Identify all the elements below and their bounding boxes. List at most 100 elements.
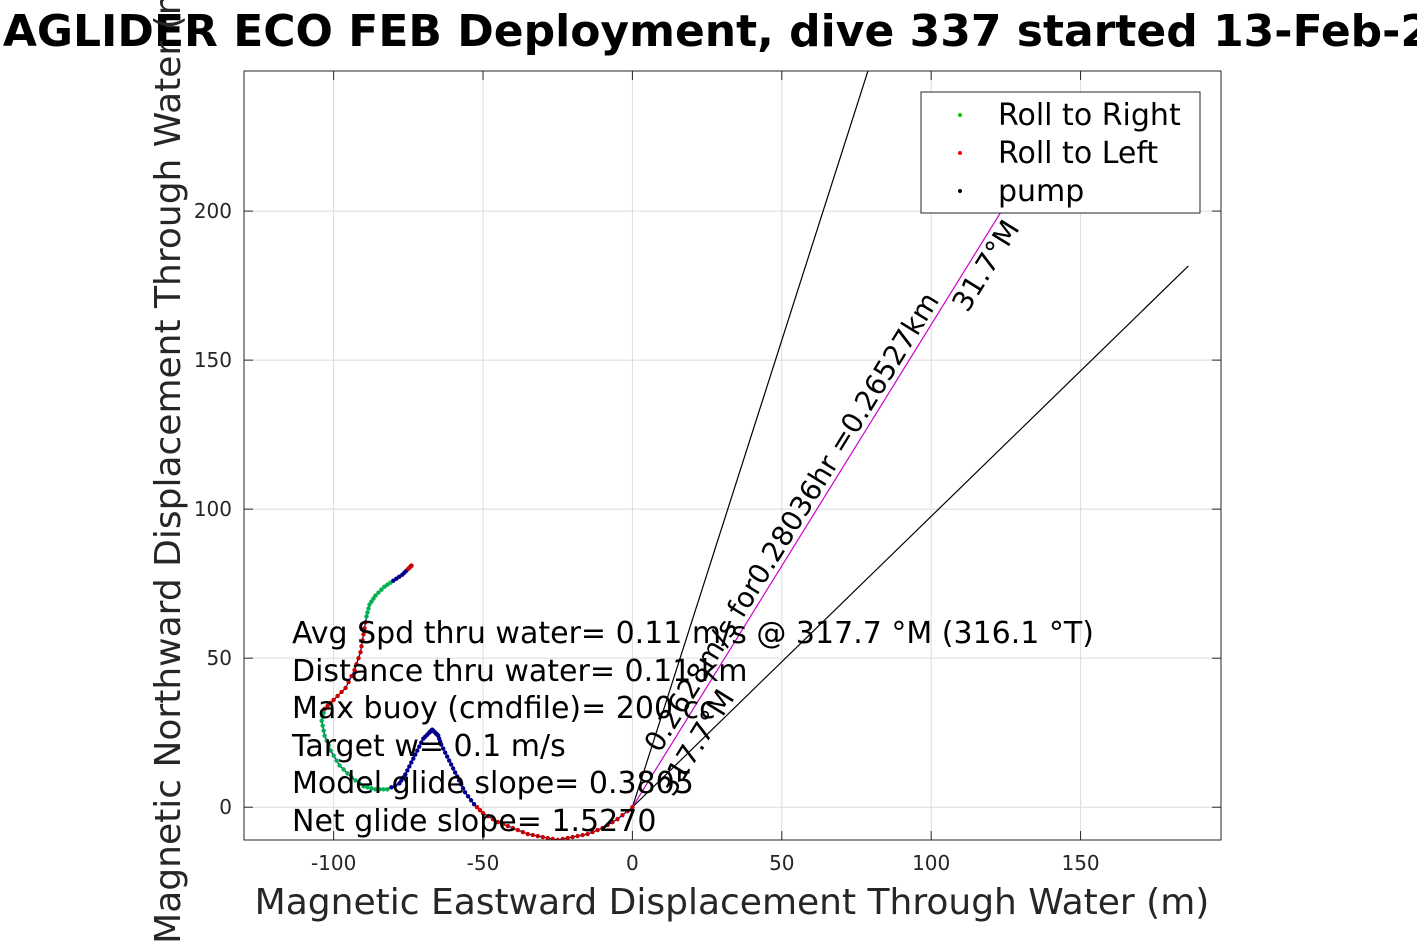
track-point-left-19 — [535, 833, 540, 839]
x-tick-label-2: 0 — [626, 851, 639, 875]
legend-marker-pump — [958, 189, 962, 193]
legend-label-roll-right: Roll to Right — [998, 98, 1181, 133]
legend-marker-roll-left — [958, 151, 962, 155]
track-point-left-31 — [477, 807, 483, 813]
heading-line-group — [631, 134, 1050, 808]
track-point-right-87 — [349, 775, 354, 780]
track-point-pump-42 — [450, 766, 456, 771]
track-point-pump-40 — [454, 774, 460, 779]
x-tick-labels: -100 -50 0 50 100 150 — [311, 851, 1100, 875]
track-point-left-18 — [540, 834, 545, 840]
track-point-left-17 — [545, 835, 550, 840]
track-point-left-111 — [352, 667, 357, 673]
track-point-right-97 — [321, 728, 326, 733]
track-point-pump-36 — [462, 790, 468, 795]
track-point-right-99 — [319, 718, 324, 723]
stat-line-3: Max buoy (cmdfile)= 200 cc — [292, 691, 716, 726]
cone-lines — [631, 71, 1189, 808]
x-tick-label-5: 150 — [1061, 851, 1099, 875]
track-point-left-107 — [339, 689, 344, 695]
track-group — [321, 565, 633, 840]
track-point-right-95 — [324, 738, 329, 743]
y-tick-labels: 0 50 100 150 200 — [194, 199, 232, 819]
track-point-left-24 — [510, 825, 516, 831]
track-point-right-128 — [379, 587, 384, 592]
track-point-pump-45 — [444, 754, 450, 759]
track-point-pump-43 — [448, 762, 454, 767]
track-point-left-7 — [595, 827, 600, 833]
y-tick-label-1: 50 — [207, 646, 232, 670]
track-point-left-29 — [485, 813, 491, 819]
track-point-right-91 — [334, 758, 339, 763]
y-tick-label-2: 100 — [194, 497, 232, 521]
cone-line-0 — [631, 71, 869, 808]
track-point-right-100 — [320, 714, 325, 720]
track-point-left-119 — [363, 620, 368, 625]
track-point-pump-34 — [468, 798, 474, 803]
track-point-left-21 — [525, 831, 531, 837]
track-line — [321, 565, 633, 840]
track-point-left-5 — [605, 822, 610, 828]
track-point-right-122 — [366, 606, 371, 611]
track-point-left-8 — [590, 829, 595, 835]
track-point-pump-38 — [458, 782, 464, 787]
track-point-right-83 — [365, 785, 370, 790]
track-point-pump-33 — [471, 802, 477, 807]
track-point-pump-69 — [409, 760, 414, 765]
track-point-right-101 — [321, 710, 326, 716]
track-point-left-0 — [630, 805, 635, 810]
track-point-left-12 — [570, 834, 575, 840]
track-point-right-80 — [377, 787, 382, 792]
track-point-right-120 — [364, 614, 369, 619]
track-point-left-112 — [354, 661, 359, 667]
track-point-left-105 — [331, 697, 336, 703]
track-point-pump-39 — [456, 778, 462, 783]
stat-line-1: Avg Spd thru water= 0.11 m/s @ 317.7 °M … — [292, 616, 1094, 651]
y-tick-label-0: 0 — [219, 795, 232, 819]
track-point-left-108 — [343, 685, 348, 691]
track-point-pump-35 — [465, 794, 471, 799]
track-point-pump-77 — [389, 785, 394, 790]
track-point-right-85 — [357, 781, 362, 786]
track-point-pump-46 — [442, 750, 448, 755]
track-point-left-30 — [480, 810, 486, 816]
track-point-pump-37 — [460, 786, 466, 791]
track-point-right-81 — [373, 787, 378, 792]
legend-label-pump: pump — [998, 174, 1084, 209]
track-point-pump-71 — [405, 768, 410, 773]
track-point-left-4 — [610, 819, 615, 825]
track-point-right-88 — [345, 771, 350, 776]
track-point-right-89 — [341, 767, 346, 772]
track-point-pump-65 — [417, 744, 422, 749]
track-point-right-86 — [353, 778, 358, 783]
track-point-left-32 — [474, 805, 480, 810]
track-point-left-6 — [600, 825, 605, 831]
track-point-right-94 — [326, 743, 331, 748]
x-tick-label-3: 50 — [769, 851, 794, 875]
track-point-right-84 — [361, 784, 366, 789]
track-point-left-27 — [495, 819, 501, 825]
track-point-left-25 — [505, 823, 511, 829]
track-point-left-102 — [322, 706, 327, 712]
track-point-pump-70 — [407, 764, 412, 769]
track-point-right-127 — [376, 590, 381, 595]
x-axis-label: Magnetic Eastward Displacement Through W… — [255, 882, 1210, 923]
y-tick-label-4: 200 — [194, 199, 232, 223]
track-point-left-113 — [356, 655, 361, 661]
y-tick-label-3: 150 — [194, 348, 232, 372]
legend-label-roll-left: Roll to Left — [998, 136, 1158, 171]
heading-line — [631, 134, 1050, 808]
track-point-left-28 — [490, 816, 496, 822]
track-point-left-9 — [585, 831, 590, 837]
legend-marker-roll-right — [958, 113, 962, 117]
points-group — [319, 563, 635, 840]
track-point-pump-47 — [440, 746, 446, 751]
track-point-right-92 — [331, 753, 336, 758]
track-point-left-16 — [550, 836, 555, 840]
track-point-left-14 — [560, 836, 565, 840]
chart-title: SEAGLIDER ECO FEB Deployment, dive 337 s… — [0, 6, 1417, 57]
plot-frame — [243, 70, 1222, 841]
track-point-left-103 — [325, 703, 330, 709]
track-point-right-121 — [365, 610, 370, 615]
track-point-left-22 — [520, 829, 526, 835]
